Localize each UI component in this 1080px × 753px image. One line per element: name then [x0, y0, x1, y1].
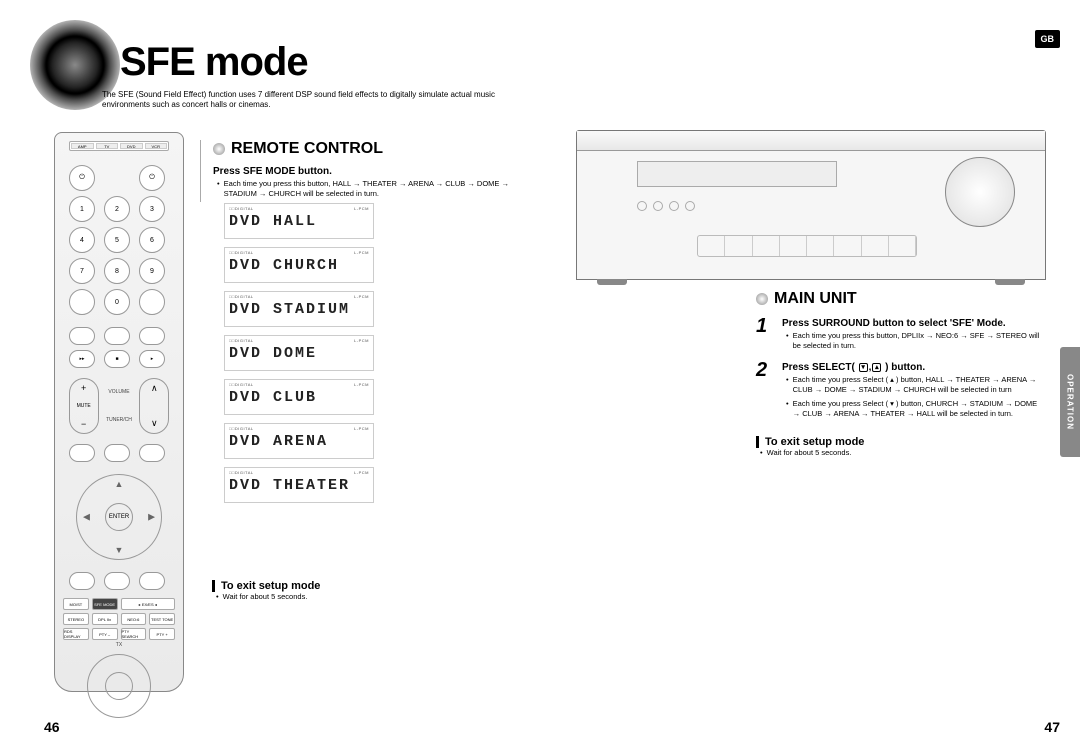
step-1-num: 1 [756, 316, 774, 354]
page-number-right: 47 [1044, 719, 1060, 735]
remote-step-bullet: Each time you press this button, HALL → … [217, 179, 540, 199]
step-2-head: Press SELECT( , ) button. [782, 362, 1046, 373]
lcd-hall: □□DIGITALL-PCMDVD HALL [224, 203, 374, 239]
exit-bullet-right: Wait for about 5 seconds. [760, 448, 1046, 458]
lcd-club: □□DIGITALL-PCMDVD CLUB [224, 379, 374, 415]
remote-illustration: AMP TV DVD VCR ⏻ ⏻ 1 2 3 4 5 6 7 8 9 0 ▸… [54, 132, 184, 692]
exit-bullet-left: Wait for about 5 seconds. [216, 592, 532, 602]
unit-button-row[interactable] [697, 235, 917, 257]
lcd-church: □□DIGITALL-PCMDVD CHURCH [224, 247, 374, 283]
lcd-theater: □□DIGITALL-PCMDVD THEATER [224, 467, 374, 503]
step-1-bullet: Each time you press this button, DPLIIx … [786, 331, 1046, 351]
tv-video-button[interactable]: ⏻ [139, 165, 165, 191]
dpad[interactable]: ▲▼◀▶ ENTER [76, 474, 162, 560]
jog-dial[interactable] [87, 654, 151, 718]
step-2-num: 2 [756, 360, 774, 422]
power-button[interactable]: ⏻ [69, 165, 95, 191]
section-tab: OPERATION [1060, 347, 1080, 457]
exit-heading-left: To exit setup mode [212, 580, 532, 592]
unit-volume-dial[interactable] [945, 157, 1015, 227]
tuner-rocker[interactable]: ∧∨ [139, 378, 169, 434]
volume-rocker[interactable]: +MUTE− [69, 378, 99, 434]
sfe-mode-button[interactable]: SFE MODE [92, 598, 118, 610]
lcd-dome: □□DIGITALL-PCMDVD DOME [224, 335, 374, 371]
lcd-arena: □□DIGITALL-PCMDVD ARENA [224, 423, 374, 459]
main-unit-heading: MAIN UNIT [756, 290, 1046, 308]
select-up-icon [872, 363, 881, 372]
page-title: SFE mode [120, 40, 308, 85]
intro-text: The SFE (Sound Field Effect) function us… [102, 90, 522, 111]
main-unit-illustration [576, 130, 1046, 280]
select-down-icon [859, 363, 868, 372]
step-2-bullet-1: Each time you press Select ( ▴ ) button,… [786, 375, 1046, 395]
step-2-bullet-2: Each time you press Select ( ▾ ) button,… [786, 399, 1046, 419]
unit-display [637, 161, 837, 187]
lcd-stack: □□DIGITALL-PCMDVD HALL □□DIGITALL-PCMDVD… [224, 200, 374, 506]
lcd-stadium: □□DIGITALL-PCMDVD STADIUM [224, 291, 374, 327]
remote-step: Press SFE MODE button. [213, 166, 540, 177]
remote-control-heading: REMOTE CONTROL [213, 140, 540, 158]
remote-top-slots: AMP TV DVD VCR [69, 141, 169, 151]
exit-heading-right: To exit setup mode [756, 436, 1046, 448]
page-number-left: 46 [44, 719, 60, 735]
country-badge: GB [1035, 30, 1061, 48]
step-1-head: Press SURROUND button to select 'SFE' Mo… [782, 318, 1046, 329]
